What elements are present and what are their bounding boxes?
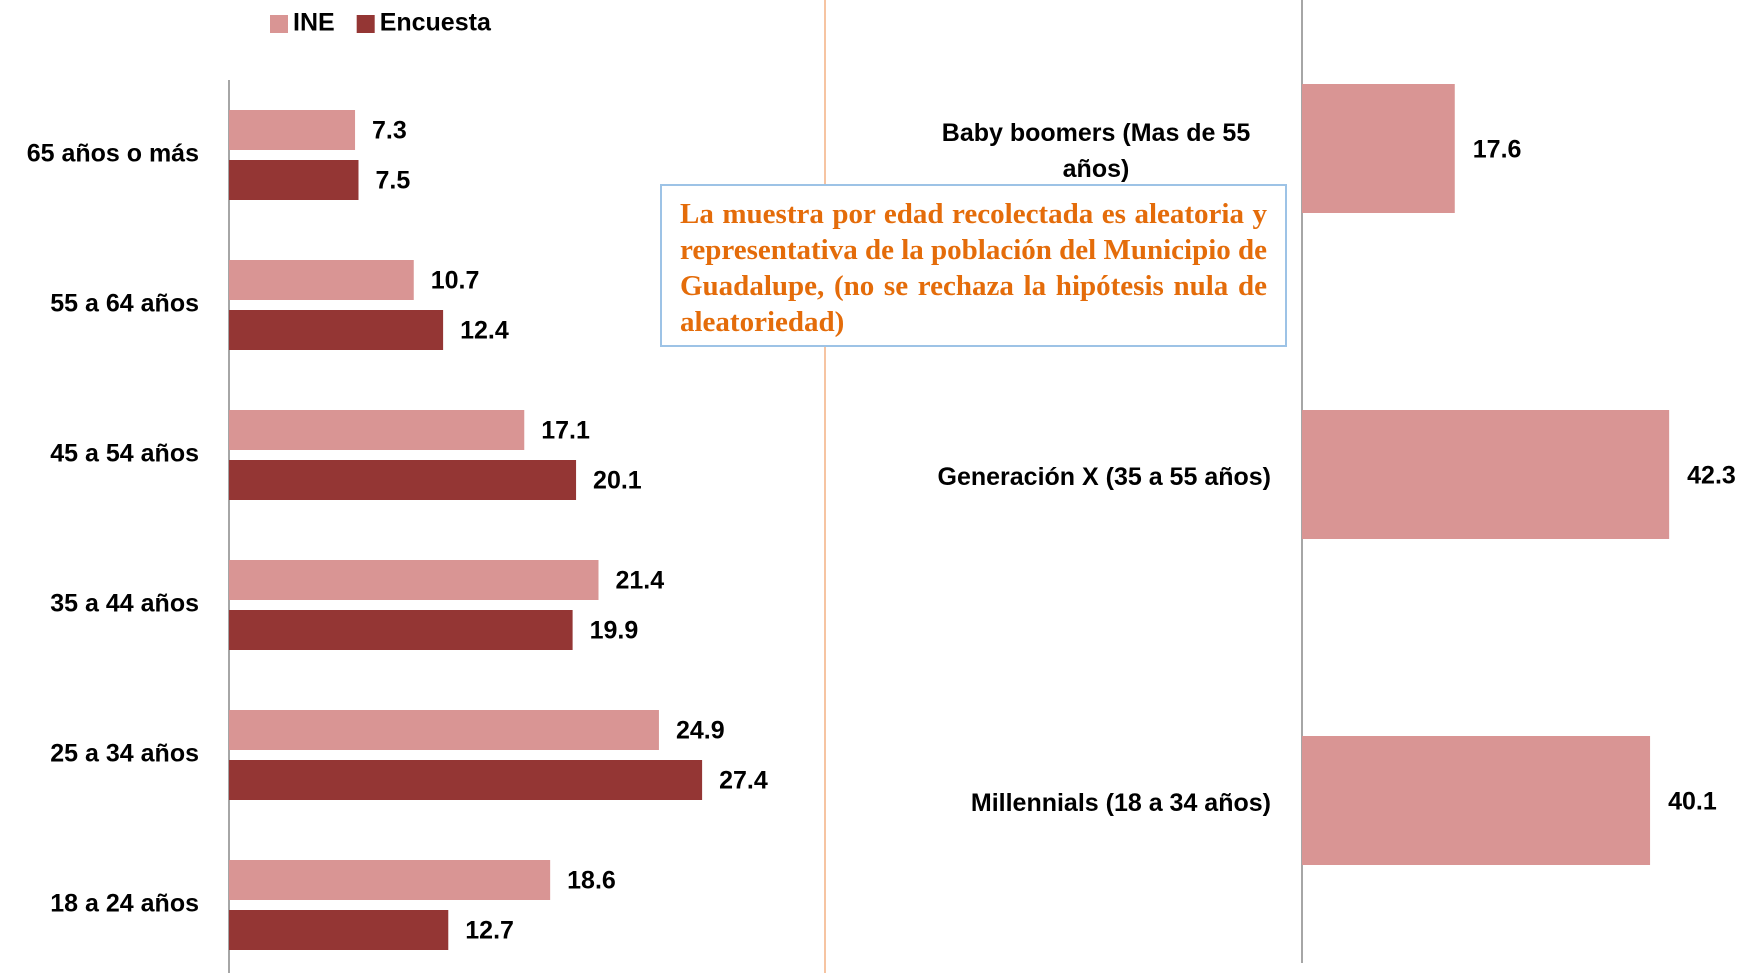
y-tick-label: 55 a 64 años xyxy=(50,290,199,318)
y-tick-label: 18 a 24 años xyxy=(50,890,199,918)
y-tick-label: Baby boomers (Mas de 55 años) xyxy=(941,118,1251,183)
bar xyxy=(229,410,525,450)
legend-label: Encuesta xyxy=(380,9,492,37)
data-label: 7.5 xyxy=(376,167,411,195)
data-label: 20.1 xyxy=(593,467,642,495)
legend-swatch xyxy=(356,15,375,33)
y-tick-label: 65 años o más xyxy=(27,140,199,168)
y-tick-label: Generación X (35 a 55 años) xyxy=(937,462,1271,491)
legend-swatch xyxy=(270,15,288,33)
bar xyxy=(229,310,444,350)
data-label: 18.6 xyxy=(567,867,616,895)
bar xyxy=(229,110,356,150)
bar xyxy=(229,710,659,750)
data-label: 17.1 xyxy=(541,417,590,445)
y-tick-label: 45 a 54 años xyxy=(50,440,199,468)
bar xyxy=(229,760,703,800)
bar xyxy=(229,160,359,200)
annotation: La muestra por edad recolectada es aleat… xyxy=(660,184,1287,347)
y-tick-label: 25 a 34 años xyxy=(50,740,199,768)
data-label: 12.7 xyxy=(465,917,514,945)
bar xyxy=(1302,736,1651,865)
data-label: 17.6 xyxy=(1473,136,1522,164)
bar xyxy=(1302,84,1455,213)
data-label: 10.7 xyxy=(431,267,480,295)
bar xyxy=(229,860,551,900)
legend-label: INE xyxy=(293,9,335,37)
bar xyxy=(229,560,599,600)
data-label: 42.3 xyxy=(1687,462,1736,490)
y-tick-label-box: Baby boomers (Mas de 55 años) xyxy=(871,115,1271,188)
data-label: 19.9 xyxy=(590,617,639,645)
y-tick-label-box: Generación X (35 a 55 años) xyxy=(871,459,1271,495)
bar xyxy=(229,260,414,300)
y-tick-label: 35 a 44 años xyxy=(50,590,199,618)
bar xyxy=(229,910,449,950)
y-tick-label-box: Millennials (18 a 34 años) xyxy=(871,785,1271,821)
data-label: 7.3 xyxy=(372,117,407,145)
data-label: 27.4 xyxy=(719,767,768,795)
data-label: 24.9 xyxy=(676,717,725,745)
bar xyxy=(229,610,573,650)
bar xyxy=(229,460,577,500)
y-tick-label: Millennials (18 a 34 años) xyxy=(970,788,1271,817)
data-label: 21.4 xyxy=(616,567,665,595)
data-label: 40.1 xyxy=(1668,788,1717,816)
data-label: 12.4 xyxy=(460,317,509,345)
bar xyxy=(1302,410,1670,539)
